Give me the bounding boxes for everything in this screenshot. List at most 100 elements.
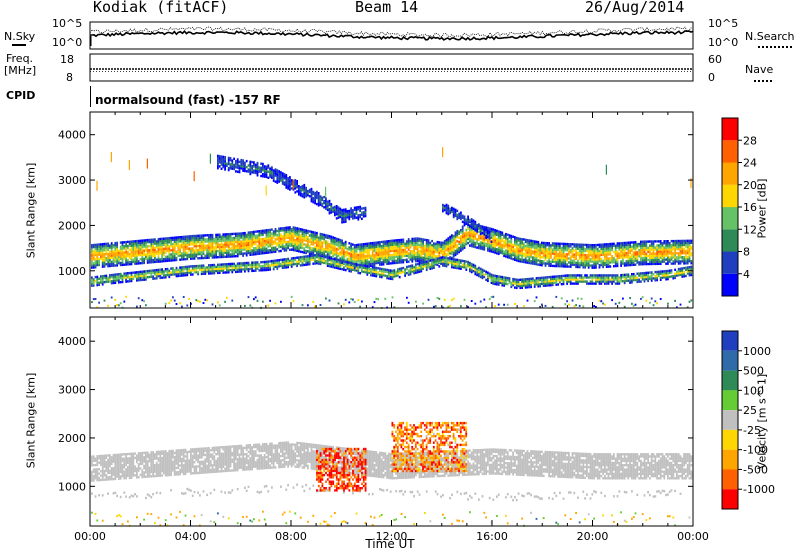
power-cell <box>114 252 117 255</box>
power-cell <box>123 247 126 250</box>
power-cell <box>218 159 221 162</box>
power-cell <box>121 274 124 278</box>
power-cell <box>535 261 538 264</box>
power-cell <box>182 247 185 251</box>
power-noise-cell <box>373 301 376 304</box>
power-noise-cell <box>202 302 205 304</box>
power-noise-cell <box>595 306 597 308</box>
power-cell <box>150 254 153 258</box>
power-cell <box>413 249 415 253</box>
power-cell <box>460 265 462 268</box>
power-cell <box>125 257 127 260</box>
power-cell <box>526 243 529 246</box>
power-cell <box>337 208 340 211</box>
power-cell <box>258 234 261 237</box>
power-cell <box>91 254 93 257</box>
power-cell <box>580 263 583 267</box>
power-cell <box>577 247 579 250</box>
power-cell <box>231 270 234 274</box>
power-cell <box>488 233 491 236</box>
power-cell <box>562 278 565 282</box>
power-cell <box>181 270 183 273</box>
power-cell <box>287 228 289 231</box>
power-cell <box>233 244 235 248</box>
power-cell <box>598 257 601 261</box>
power-cell <box>388 260 390 263</box>
power-cell <box>591 260 594 263</box>
power-cell <box>582 243 585 246</box>
power-cell <box>429 245 432 249</box>
power-cell <box>280 258 282 262</box>
power-cell <box>263 262 266 266</box>
power-cell <box>443 206 446 210</box>
power-cell <box>298 246 300 249</box>
power-cell <box>355 269 358 272</box>
power-cell <box>298 237 300 241</box>
power-cell <box>341 268 343 271</box>
power-cell <box>571 243 574 246</box>
power-cell <box>260 231 262 235</box>
power-cell <box>371 272 374 275</box>
power-cell <box>215 254 217 257</box>
power-cell <box>573 276 576 279</box>
power-cell <box>454 239 457 242</box>
power-cell <box>402 270 405 274</box>
power-cell <box>526 253 529 256</box>
power-cell <box>476 232 478 235</box>
power-cell <box>242 240 244 243</box>
power-cell <box>211 248 214 251</box>
power-cell <box>224 160 226 163</box>
power-cell <box>503 240 505 243</box>
power-cell <box>533 281 536 284</box>
power-noise-cell <box>301 304 304 307</box>
power-cell <box>469 218 471 222</box>
power-cell <box>571 261 574 264</box>
power-cell <box>470 262 473 266</box>
power-cell <box>119 257 122 261</box>
power-cell <box>595 276 597 279</box>
power-cell <box>269 169 271 172</box>
power-cell <box>258 242 261 245</box>
power-cell <box>380 263 383 266</box>
power-cell <box>499 281 502 285</box>
power-cell <box>506 247 509 251</box>
power-cell <box>157 270 160 274</box>
power-cell <box>447 251 450 254</box>
power-cell <box>227 237 230 240</box>
power-cell <box>118 281 120 284</box>
power-cell <box>208 246 210 249</box>
power-cell <box>359 251 361 254</box>
power-cell <box>400 257 403 260</box>
power-cell <box>116 264 118 267</box>
power-cell <box>235 160 237 163</box>
power-cell <box>499 279 502 283</box>
power-cell <box>438 259 441 262</box>
power-noise-cell <box>377 298 379 301</box>
power-cell <box>263 251 266 255</box>
power-cell <box>307 191 309 195</box>
power-cell <box>391 273 394 277</box>
power-cell <box>249 241 252 244</box>
power-cell <box>127 244 129 248</box>
power-cell <box>451 244 453 247</box>
power-cell <box>272 179 275 182</box>
power-cell <box>442 241 444 244</box>
power-cell <box>424 257 426 260</box>
power-cell <box>380 273 383 277</box>
power-cell <box>310 230 313 233</box>
power-cell <box>166 245 169 248</box>
power-cell <box>269 240 271 244</box>
power-cell <box>314 258 316 261</box>
power-cell <box>202 238 205 241</box>
power-cell <box>263 239 266 242</box>
power-cell <box>551 281 554 285</box>
power-cell <box>452 264 455 267</box>
power-cell <box>461 237 464 241</box>
power-cell <box>94 266 97 269</box>
power-cell <box>137 254 140 257</box>
power-cell <box>269 236 271 240</box>
power-cell <box>548 246 550 249</box>
power-cell <box>497 279 500 282</box>
power-noise-cell <box>344 298 347 301</box>
power-cell <box>379 257 381 260</box>
